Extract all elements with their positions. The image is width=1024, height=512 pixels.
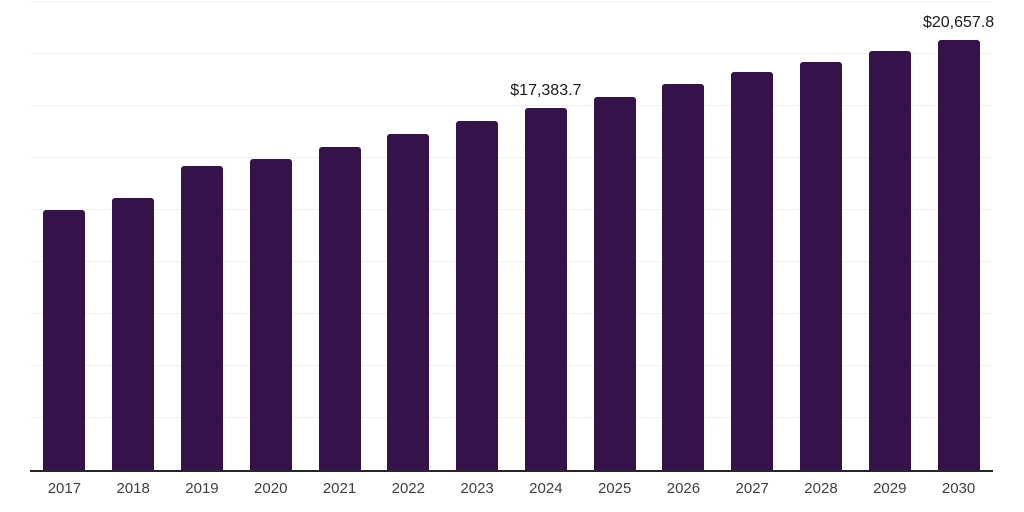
bar-2028 [799, 61, 842, 470]
data-label-2030: $20,657.8 [922, 14, 995, 32]
bar-2019 [180, 165, 223, 470]
x-tick-2019: 2019 [185, 480, 219, 497]
x-tick-2026: 2026 [666, 480, 701, 497]
gridline-12500 [30, 209, 993, 210]
x-tick-2030: 2030 [941, 480, 976, 497]
data-label-2024: $17,383.7 [510, 82, 582, 100]
bar-2020 [249, 159, 292, 470]
bar-2022 [387, 134, 430, 470]
x-tick-2029: 2029 [873, 480, 907, 497]
bar-slot-2022 [374, 2, 443, 470]
gridline-20000 [30, 53, 993, 54]
x-tick-2025: 2025 [597, 480, 632, 497]
bar-slot-2026 [649, 2, 718, 470]
x-tick-2027: 2027 [735, 480, 769, 497]
bar-slot-2023 [443, 2, 512, 470]
bar-2029 [868, 50, 911, 470]
bar-2024 [524, 108, 567, 470]
gridline-17500 [30, 105, 993, 106]
gridline-15000 [30, 157, 993, 158]
x-tick-2024: 2024 [529, 480, 563, 497]
x-tick-2023: 2023 [460, 480, 494, 497]
bar-slot-2017 [30, 2, 99, 470]
x-axis-labels: 2017 2018 2019 2020 2021 2022 2023 2024 2025 2026… [30, 481, 993, 496]
bar-2026 [662, 84, 705, 470]
x-tick-2018: 2018 [116, 480, 150, 497]
bar-2021 [318, 146, 361, 470]
gridline-22500 [30, 1, 993, 2]
bar-2030 [937, 40, 980, 470]
x-tick-2028: 2028 [804, 480, 838, 497]
bar-slot-2019 [168, 2, 237, 470]
x-tick-2021: 2021 [322, 480, 357, 497]
bar-2023 [456, 121, 499, 470]
bar-slot-2028 [787, 2, 856, 470]
bar-slot-2030: $20,657.8 [922, 2, 995, 470]
bar-slot-2025 [580, 2, 649, 470]
bar-2017 [43, 210, 86, 470]
bar-slot-2021 [305, 2, 374, 470]
bar-slot-2024: $17,383.7 [510, 2, 582, 470]
x-tick-2022: 2022 [391, 480, 425, 497]
gridline-7500 [30, 313, 993, 314]
bar-slot-2029 [855, 2, 924, 470]
bar-slot-2018 [99, 2, 168, 470]
bar-2018 [112, 198, 155, 470]
gridline-2500 [30, 417, 993, 418]
gridlines [30, 1, 993, 470]
bar-2025 [593, 96, 636, 470]
bar-slot-2020 [236, 2, 305, 470]
x-tick-2020: 2020 [254, 480, 288, 497]
x-tick-2017: 2017 [47, 480, 82, 497]
gridline-5000 [30, 365, 993, 366]
bar-2027 [731, 72, 774, 470]
bar-slot-2027 [718, 2, 787, 470]
bars-row: $17,383.7 $20,657.8 [30, 2, 995, 470]
plot-area: $17,383.7 $20,657.8 [30, 1, 995, 472]
gridline-10000 [30, 261, 993, 262]
